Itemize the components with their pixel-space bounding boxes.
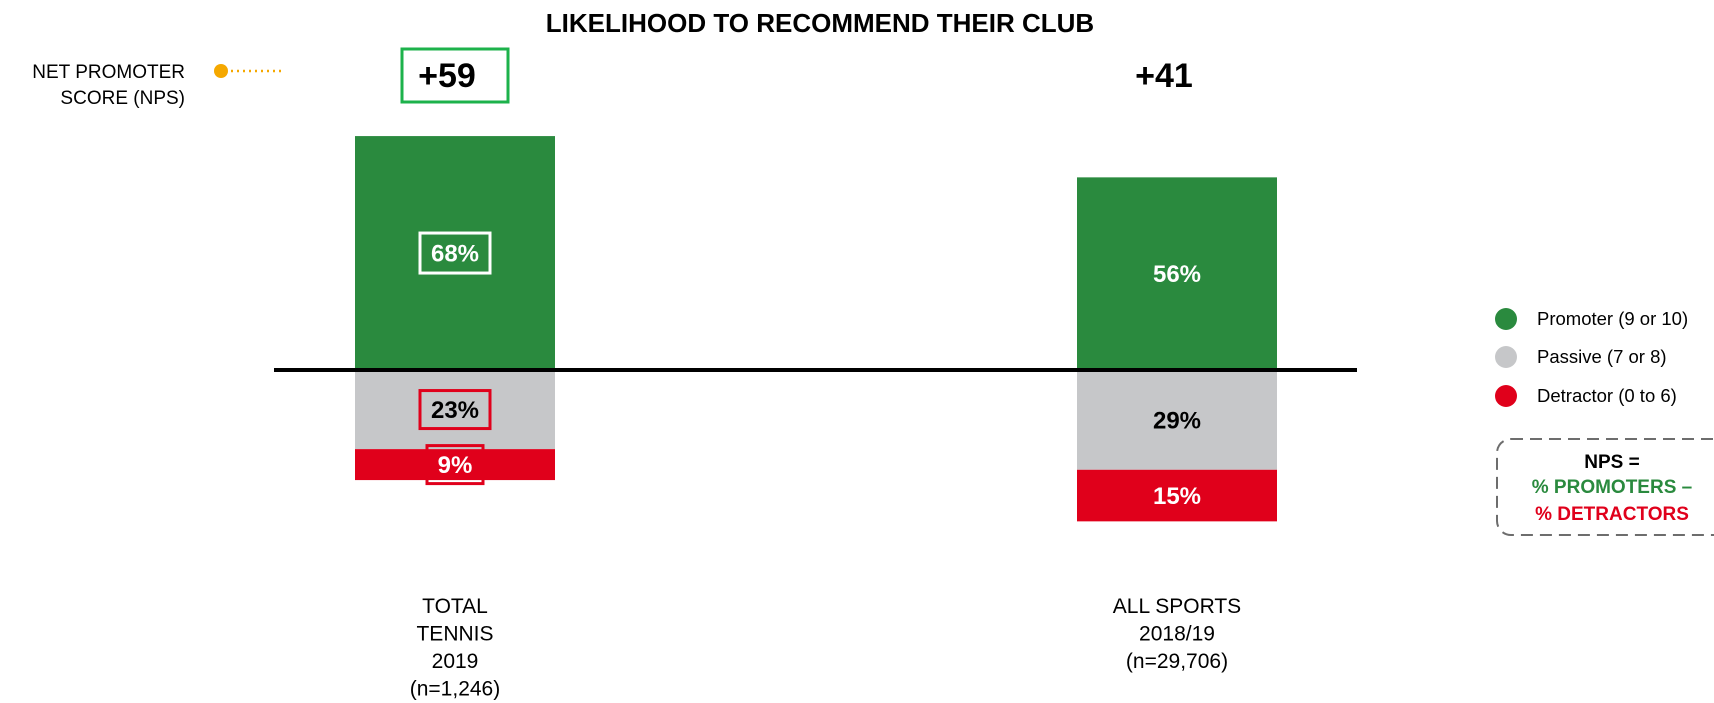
nps-highlight-box	[400, 47, 510, 104]
nps-value-all-sports: +41	[1135, 57, 1193, 95]
legend-label-passive: Passive (7 or 8)	[1537, 346, 1667, 367]
nps-formula-border	[1496, 438, 1714, 536]
nps-label: NET PROMOTER SCORE (NPS)	[32, 62, 285, 109]
legend-item-passive: Passive (7 or 8)	[1495, 346, 1667, 368]
category-label-total-tennis-line-2: TENNIS	[416, 623, 493, 646]
legend-item-detractor: Detractor (0 to 6)	[1495, 385, 1677, 407]
category-label-total-tennis-line-4: (n=1,246)	[410, 678, 500, 701]
legend-swatch-passive	[1495, 346, 1517, 368]
category-label-all-sports-line-3: (n=29,706)	[1126, 650, 1228, 673]
nps-value-total-tennis: +59	[418, 57, 476, 95]
bars-layer	[355, 136, 1277, 522]
legend-swatch-promoter	[1495, 308, 1517, 330]
category-label-all-sports-line-2: 2018/19	[1139, 623, 1215, 646]
bar-segment-passive-all-sports	[1077, 370, 1277, 470]
bar-segment-detractor-total-tennis	[355, 449, 555, 481]
data-label-detractor-total-tennis: 9%	[438, 452, 473, 479]
legend: Promoter (9 or 10) Passive (7 or 8) Detr…	[1495, 308, 1688, 407]
bar-segment-promoter-total-tennis	[355, 136, 555, 370]
data-label-detractor-all-sports: 15%	[1153, 483, 1201, 510]
bar-segment-promoter-all-sports	[1077, 177, 1277, 370]
highlight-box-detractor	[425, 444, 485, 486]
legend-swatch-detractor	[1495, 385, 1517, 407]
data-label-promoter-all-sports: 56%	[1153, 261, 1201, 288]
legend-label-detractor: Detractor (0 to 6)	[1537, 385, 1677, 406]
nps-formula-box: NPS = % PROMOTERS – % DETRACTORS	[1496, 438, 1714, 536]
highlight-box-promoter	[418, 231, 492, 275]
data-label-passive-total-tennis: 23%	[431, 397, 479, 424]
bar-segment-passive-total-tennis	[355, 370, 555, 450]
data-label-passive-all-sports: 29%	[1153, 407, 1201, 434]
labels-layer: 68% 23% 9% +59 TOTAL TENNIS 2019 (n=1,246) 56% 29…	[400, 47, 1241, 701]
category-label-total-tennis-line-3: 2019	[432, 650, 479, 673]
chart-title: LIKELIHOOD TO RECOMMEND THEIR CLUB	[546, 8, 1094, 38]
nps-label-line-1: NET PROMOTER	[32, 62, 185, 83]
nps-formula-line-2: % PROMOTERS –	[1532, 477, 1692, 498]
legend-item-promoter: Promoter (9 or 10)	[1495, 308, 1688, 330]
nps-marker-dot	[214, 64, 228, 78]
nps-label-line-2: SCORE (NPS)	[60, 88, 185, 109]
data-label-promoter-total-tennis: 68%	[431, 241, 479, 268]
nps-formula-line-1: NPS =	[1584, 452, 1639, 473]
highlight-box-passive	[418, 389, 492, 431]
legend-label-promoter: Promoter (9 or 10)	[1537, 308, 1688, 329]
nps-formula-line-3: % DETRACTORS	[1535, 504, 1689, 525]
category-label-total-tennis-line-1: TOTAL	[422, 595, 488, 618]
category-label-all-sports-line-1: ALL SPORTS	[1113, 595, 1241, 618]
bar-segment-detractor-all-sports	[1077, 469, 1277, 522]
